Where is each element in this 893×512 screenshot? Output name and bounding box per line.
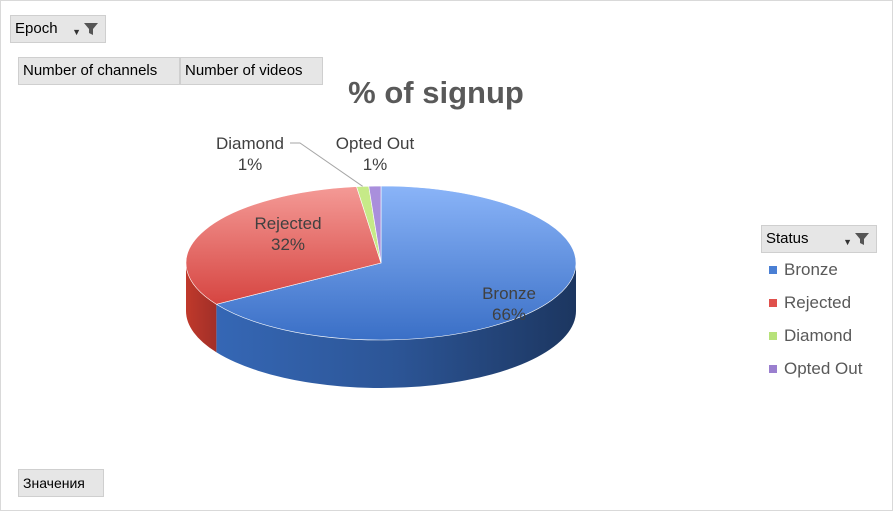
legend-status-filter-button[interactable]: Status ▼ <box>761 225 877 253</box>
filter-funnel-icon <box>84 23 98 35</box>
epoch-filter-controls[interactable]: ▼ <box>72 16 99 42</box>
values-field-button[interactable]: Значения <box>18 469 104 497</box>
data-label-category-opted-out: Opted Out <box>336 134 415 153</box>
pie-slice-opted-out[interactable] <box>368 185 382 264</box>
dropdown-arrow-icon: ▼ <box>843 237 852 247</box>
data-label-value-opted-out: 1% <box>363 155 388 174</box>
chart-title: % of signup <box>348 75 524 110</box>
data-label-category-diamond: Diamond <box>216 134 284 153</box>
legend-item-rejected[interactable]: Rejected <box>769 293 851 313</box>
legend-label: Opted Out <box>784 359 863 378</box>
column-field-number-of-videos[interactable]: Number of videos <box>180 57 323 85</box>
legend-item-diamond[interactable]: Diamond <box>769 326 852 346</box>
status-filter-controls[interactable]: ▼ <box>843 226 870 252</box>
legend-swatch <box>769 365 777 373</box>
data-label-value-rejected: 32% <box>271 235 305 254</box>
column-field-label: Number of channels <box>23 62 158 79</box>
values-field-label: Значения <box>23 475 85 491</box>
pie-slice-bronze[interactable] <box>215 185 577 341</box>
legend-item-bronze[interactable]: Bronze <box>769 260 838 280</box>
epoch-filter-label: Epoch <box>15 20 58 37</box>
data-label-category-bronze: Bronze <box>482 284 536 303</box>
epoch-filter-button[interactable]: Epoch ▼ <box>10 15 106 43</box>
data-label-value-bronze: 66% <box>492 305 526 324</box>
legend-swatch <box>769 299 777 307</box>
pie-slice-side-rejected <box>186 263 217 353</box>
filter-funnel-icon <box>855 233 869 245</box>
dropdown-arrow-icon: ▼ <box>72 27 81 37</box>
pie-slice-rejected[interactable] <box>185 186 382 305</box>
legend-label: Diamond <box>784 326 853 345</box>
legend-swatch <box>769 266 777 274</box>
legend-item-opted-out[interactable]: Opted Out <box>769 359 862 379</box>
data-label-value-diamond: 1% <box>238 155 263 174</box>
legend-title: Status <box>766 230 809 247</box>
legend-swatch <box>769 332 777 340</box>
leader-line-diamond <box>290 142 363 187</box>
data-label-category-rejected: Rejected <box>254 214 321 233</box>
legend-label: Rejected <box>784 293 852 312</box>
legend-label: Bronze <box>784 260 838 279</box>
column-field-label: Number of videos <box>185 62 303 79</box>
pie-slice-side-bronze <box>216 263 576 389</box>
column-field-number-of-channels[interactable]: Number of channels <box>18 57 180 85</box>
